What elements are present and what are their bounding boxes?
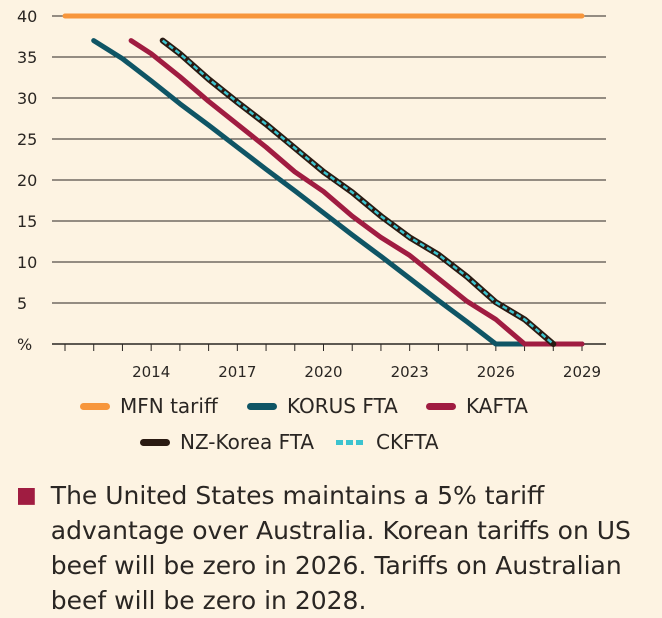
legend-label: NZ-Korea FTA <box>180 430 315 454</box>
legend-item-ckfta: CKFTA <box>336 430 439 454</box>
y-tick-label: 20 <box>17 171 37 190</box>
y-tick-label: 35 <box>17 48 37 67</box>
series-lines <box>62 13 585 347</box>
x-tick-label: 2014 <box>132 363 170 381</box>
x-tick-label: 2023 <box>391 363 429 381</box>
y-tick-labels: % 5 10 15 20 25 30 35 40 <box>17 7 37 354</box>
tariff-line-chart: % 5 10 15 20 25 30 35 40 2014 2017 2020 2023 2026 202… <box>17 7 606 381</box>
legend-item-nz-korea-fta: NZ-Korea FTA <box>140 430 314 454</box>
legend-label: MFN tariff <box>120 394 218 418</box>
bullet-icon: ■ <box>16 483 37 508</box>
x-tick-label: 2026 <box>477 363 515 381</box>
series-line-ckfta <box>161 39 555 345</box>
y-tick-label: 30 <box>17 89 37 108</box>
series-line-kafta <box>128 38 585 347</box>
y-tick-label: 5 <box>17 294 27 313</box>
legend-swatch <box>426 402 456 410</box>
footnote-text: The United States maintains a 5% tariff … <box>50 481 631 615</box>
y-tick-label: % <box>17 335 32 354</box>
footnote: ■ The United States maintains a 5% tarif… <box>16 478 656 618</box>
legend-swatch <box>140 438 170 446</box>
y-tick-label: 40 <box>17 7 37 26</box>
y-tick-label: 10 <box>17 253 37 272</box>
series-line-korus-fta <box>91 38 585 347</box>
x-axis: 2014 2017 2020 2023 2026 2029 <box>64 344 601 381</box>
legend-item-kafta: KAFTA <box>426 394 528 418</box>
x-tick-label: 2020 <box>304 363 342 381</box>
gridlines <box>52 15 606 345</box>
legend-swatch <box>336 439 366 445</box>
legend-swatch <box>80 402 110 410</box>
legend-item-korus-fta: KORUS FTA <box>247 394 398 418</box>
series-line-nz-korea-fta <box>159 37 557 347</box>
legend-label: KAFTA <box>466 394 528 418</box>
y-tick-label: 15 <box>17 212 37 231</box>
x-tick-label: 2017 <box>218 363 256 381</box>
chart-legend: MFN tariff KORUS FTA KAFTA NZ-Korea FTA CKFT… <box>0 388 662 468</box>
legend-swatch <box>247 402 277 410</box>
y-tick-label: 25 <box>17 130 37 149</box>
legend-item-mfn-tariff: MFN tariff <box>80 394 218 418</box>
legend-label: CKFTA <box>376 430 439 454</box>
x-tick-label: 2029 <box>563 363 601 381</box>
legend-label: KORUS FTA <box>287 394 398 418</box>
